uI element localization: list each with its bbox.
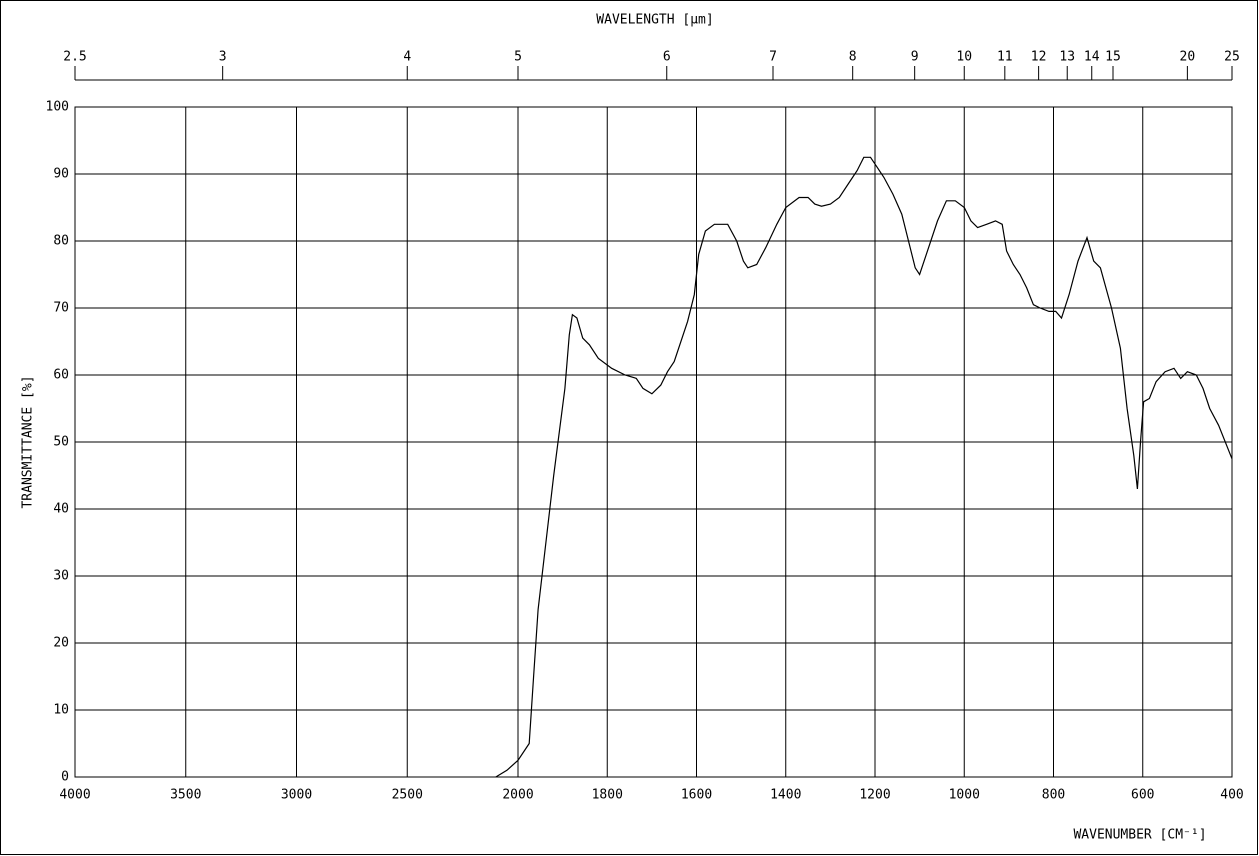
- x-tick-label: 3500: [170, 788, 201, 803]
- top-tick-label: 8: [849, 50, 857, 65]
- top-tick-label: 12: [1031, 50, 1047, 65]
- y-tick-label: 40: [53, 502, 69, 517]
- x-tick-label: 2000: [502, 788, 533, 803]
- y-tick-label: 90: [53, 167, 69, 182]
- x-tick-label: 600: [1131, 788, 1154, 803]
- top-tick-label: 5: [514, 50, 522, 65]
- y-tick-label: 60: [53, 368, 69, 383]
- y-tick-label: 80: [53, 234, 69, 249]
- y-axis-label: TRANSMITTANCE [%]: [21, 375, 36, 508]
- chart-title: WAVELENGTH [μm]: [596, 13, 713, 28]
- y-tick-label: 30: [53, 569, 69, 584]
- top-tick-label: 13: [1059, 50, 1075, 65]
- top-tick-label: 9: [911, 50, 919, 65]
- spectrum-line: [495, 156, 1233, 778]
- top-tick-label: 11: [997, 50, 1013, 65]
- top-tick-label: 7: [769, 50, 777, 65]
- x-axis-label: WAVENUMBER [CM⁻¹]: [1073, 828, 1206, 843]
- top-tick-label: 15: [1105, 50, 1121, 65]
- x-tick-label: 4000: [59, 788, 90, 803]
- top-tick-label: 3: [219, 50, 227, 65]
- x-tick-label: 1400: [770, 788, 801, 803]
- top-tick-label: 25: [1224, 50, 1240, 65]
- y-tick-label: 20: [53, 636, 69, 651]
- x-tick-label: 3000: [281, 788, 312, 803]
- x-tick-label: 400: [1220, 788, 1243, 803]
- x-tick-label: 2500: [392, 788, 423, 803]
- y-tick-label: 50: [53, 435, 69, 450]
- x-tick-label: 1600: [681, 788, 712, 803]
- x-tick-label: 1200: [859, 788, 890, 803]
- top-tick-label: 20: [1180, 50, 1196, 65]
- x-tick-label: 1800: [592, 788, 623, 803]
- y-tick-label: 0: [61, 770, 69, 785]
- y-tick-label: 100: [46, 100, 69, 115]
- y-tick-label: 70: [53, 301, 69, 316]
- top-tick-label: 14: [1084, 50, 1100, 65]
- x-tick-label: 800: [1042, 788, 1065, 803]
- top-tick-label: 4: [403, 50, 411, 65]
- x-tick-label: 1000: [949, 788, 980, 803]
- y-tick-label: 10: [53, 703, 69, 718]
- top-tick-label: 10: [956, 50, 972, 65]
- top-tick-label: 6: [663, 50, 671, 65]
- top-tick-label: 2.5: [63, 50, 86, 65]
